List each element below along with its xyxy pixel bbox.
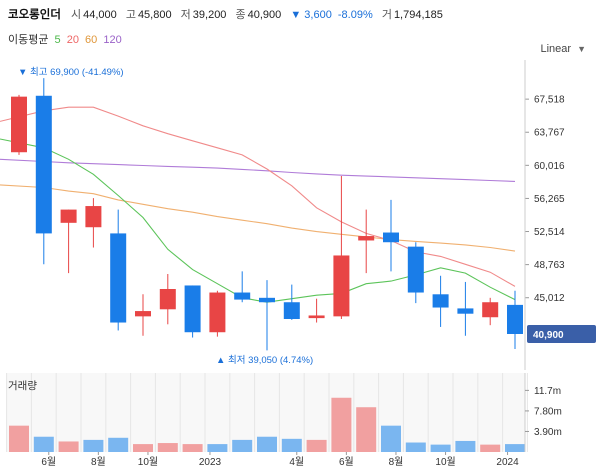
volume-value: 1,794,185 [393,9,443,21]
x-tick-label: 10월 [435,456,455,468]
candle-body [35,95,52,234]
ma60-legend: 60 [85,34,98,46]
candle-body [308,315,325,319]
open-value: 44,000 [83,9,117,21]
scale-label: Linear [540,43,572,55]
price-tick-label: 56,265 [534,194,565,205]
min-price-annotation: ▲ 최저 39,050 (4.74%) [216,355,313,366]
volume-bar [381,425,401,452]
low-label: 저 [180,9,191,21]
ma20-line [0,106,516,287]
candle-body [333,255,350,317]
change-percent: -8.09% [337,9,373,21]
volume-bar [455,440,476,452]
volume-bar [108,437,129,452]
volume-bar [207,444,228,452]
volume-bar [157,443,178,452]
price-tick-label: 45,012 [534,293,565,304]
volume-tick-label: 11.7m [534,386,561,397]
volume-bar [83,439,104,452]
volume-bar [306,439,327,452]
x-tick-label: 8월 [91,456,106,468]
close-value: 40,900 [247,9,282,21]
volume-bar [281,438,302,452]
volume-bar [33,436,54,452]
price-tick-label: 60,016 [534,161,565,172]
moving-average-legend: 이동평균 5 20 60 120 [8,31,125,47]
ma-legend-label: 이동평균 [8,34,49,46]
candle-body [209,292,226,333]
volume-bar [430,444,451,452]
volume-tick-label: 7.80m [534,406,562,417]
volume-bar [182,444,203,452]
x-tick-label: 4월 [289,456,304,468]
ma60-line [0,184,516,252]
ma5-legend: 5 [54,34,61,46]
ma120-legend: 120 [103,34,122,46]
last-price-tag [527,325,596,343]
x-tick-label: 8월 [389,456,404,468]
candle-body [283,302,300,319]
volume-bar [505,444,525,452]
chevron-down-icon: ▼ [577,44,586,54]
volume-bar [405,442,426,452]
open-label: 시 [70,9,82,21]
volume-bar [9,425,29,452]
candle-body [407,246,424,293]
high-label: 고 [125,9,136,21]
x-tick-label: 2023 [199,457,222,468]
volume-bar [356,407,377,452]
candle-body [184,285,201,333]
volume-label: 거 [381,9,392,21]
volume-bar [257,436,277,452]
volume-bar [232,439,253,452]
candle-body [358,236,375,241]
high-value: 45,800 [137,9,172,21]
candle-body [11,96,27,153]
candle-body [482,302,499,318]
price-tick-label: 63,767 [534,128,565,139]
close-label: 종 [235,9,246,21]
candle-body [60,209,77,223]
quote-header: 코오롱인더 시 44,000 고 45,800 저 39,200 종 40,900 ▼ … [8,6,449,24]
candle-body [159,289,176,310]
ma20-legend: 20 [66,34,79,46]
candle-body [432,294,449,308]
candle-body [507,304,523,334]
stock-name: 코오롱인더 [8,9,61,21]
max-price-annotation: ▼ 최고 69,900 (-41.49%) [18,67,124,78]
volume-tick-label: 3.90m [534,427,562,438]
price-tick-label: 67,518 [534,95,565,106]
price-tick-label: 52,514 [534,227,565,238]
change-value: ▼ 3,600 [290,9,332,21]
candle-body [110,233,127,323]
scale-dropdown-button[interactable]: Linear ▼ [541,43,587,55]
ma120-line [0,158,516,182]
candle-body [234,292,251,300]
volume-panel-title: 거래량 [8,380,37,392]
x-tick-label: 10월 [138,456,158,468]
volume-bar [133,444,153,452]
last-price-label: 40,900 [533,330,564,341]
candle-body [457,308,474,314]
volume-bar [58,441,79,452]
candle-body [85,206,102,228]
candle-body [259,297,275,303]
candle-body [383,232,399,243]
low-value: 39,200 [192,9,227,21]
volume-bar [331,397,352,452]
x-tick-label: 6월 [339,456,354,468]
x-tick-label: 2024 [496,457,519,468]
price-tick-label: 48,763 [534,260,565,271]
candle-body [135,311,151,317]
volume-bar [480,444,501,452]
x-tick-label: 6월 [41,456,56,468]
